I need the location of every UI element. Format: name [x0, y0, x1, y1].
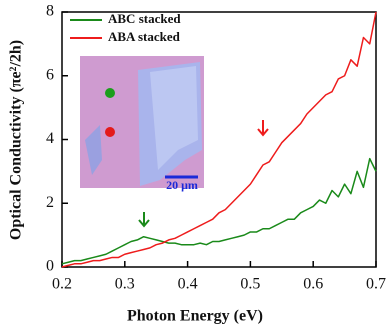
x-tick-label: 0.4 — [178, 276, 198, 293]
inset-scale-label: 20 μm — [166, 178, 198, 192]
x-tick-label: 0.7 — [366, 276, 386, 293]
x-axis-label: Photon Energy (eV) — [127, 308, 263, 325]
y-tick-label: 2 — [46, 194, 54, 211]
inset-dot-green — [105, 88, 115, 98]
x-tick-label: 0.2 — [52, 276, 72, 293]
y-tick-label: 8 — [46, 3, 54, 20]
arrow-green — [138, 212, 150, 228]
legend-label: ABA stacked — [108, 29, 181, 44]
annotation-arrows — [138, 120, 269, 228]
x-tick-label: 0.3 — [115, 276, 135, 293]
y-tick-label: 0 — [46, 258, 54, 275]
inset-flake-inner — [150, 66, 198, 170]
inset-dot-red — [105, 127, 115, 137]
y-tick-label: 6 — [46, 66, 54, 83]
x-tick-label: 0.5 — [240, 276, 260, 293]
series-line — [61, 11, 377, 268]
inset-piece — [85, 125, 102, 175]
legend-label: ABC stacked — [108, 11, 181, 26]
inset-image: 20 μm — [80, 56, 204, 192]
series-line — [61, 157, 377, 265]
y-axis-label: Optical Conductivity (πe²/2h) — [8, 40, 25, 240]
y-tick-label: 4 — [46, 130, 54, 147]
x-tick-label: 0.6 — [303, 276, 323, 293]
arrow-red — [257, 120, 269, 137]
